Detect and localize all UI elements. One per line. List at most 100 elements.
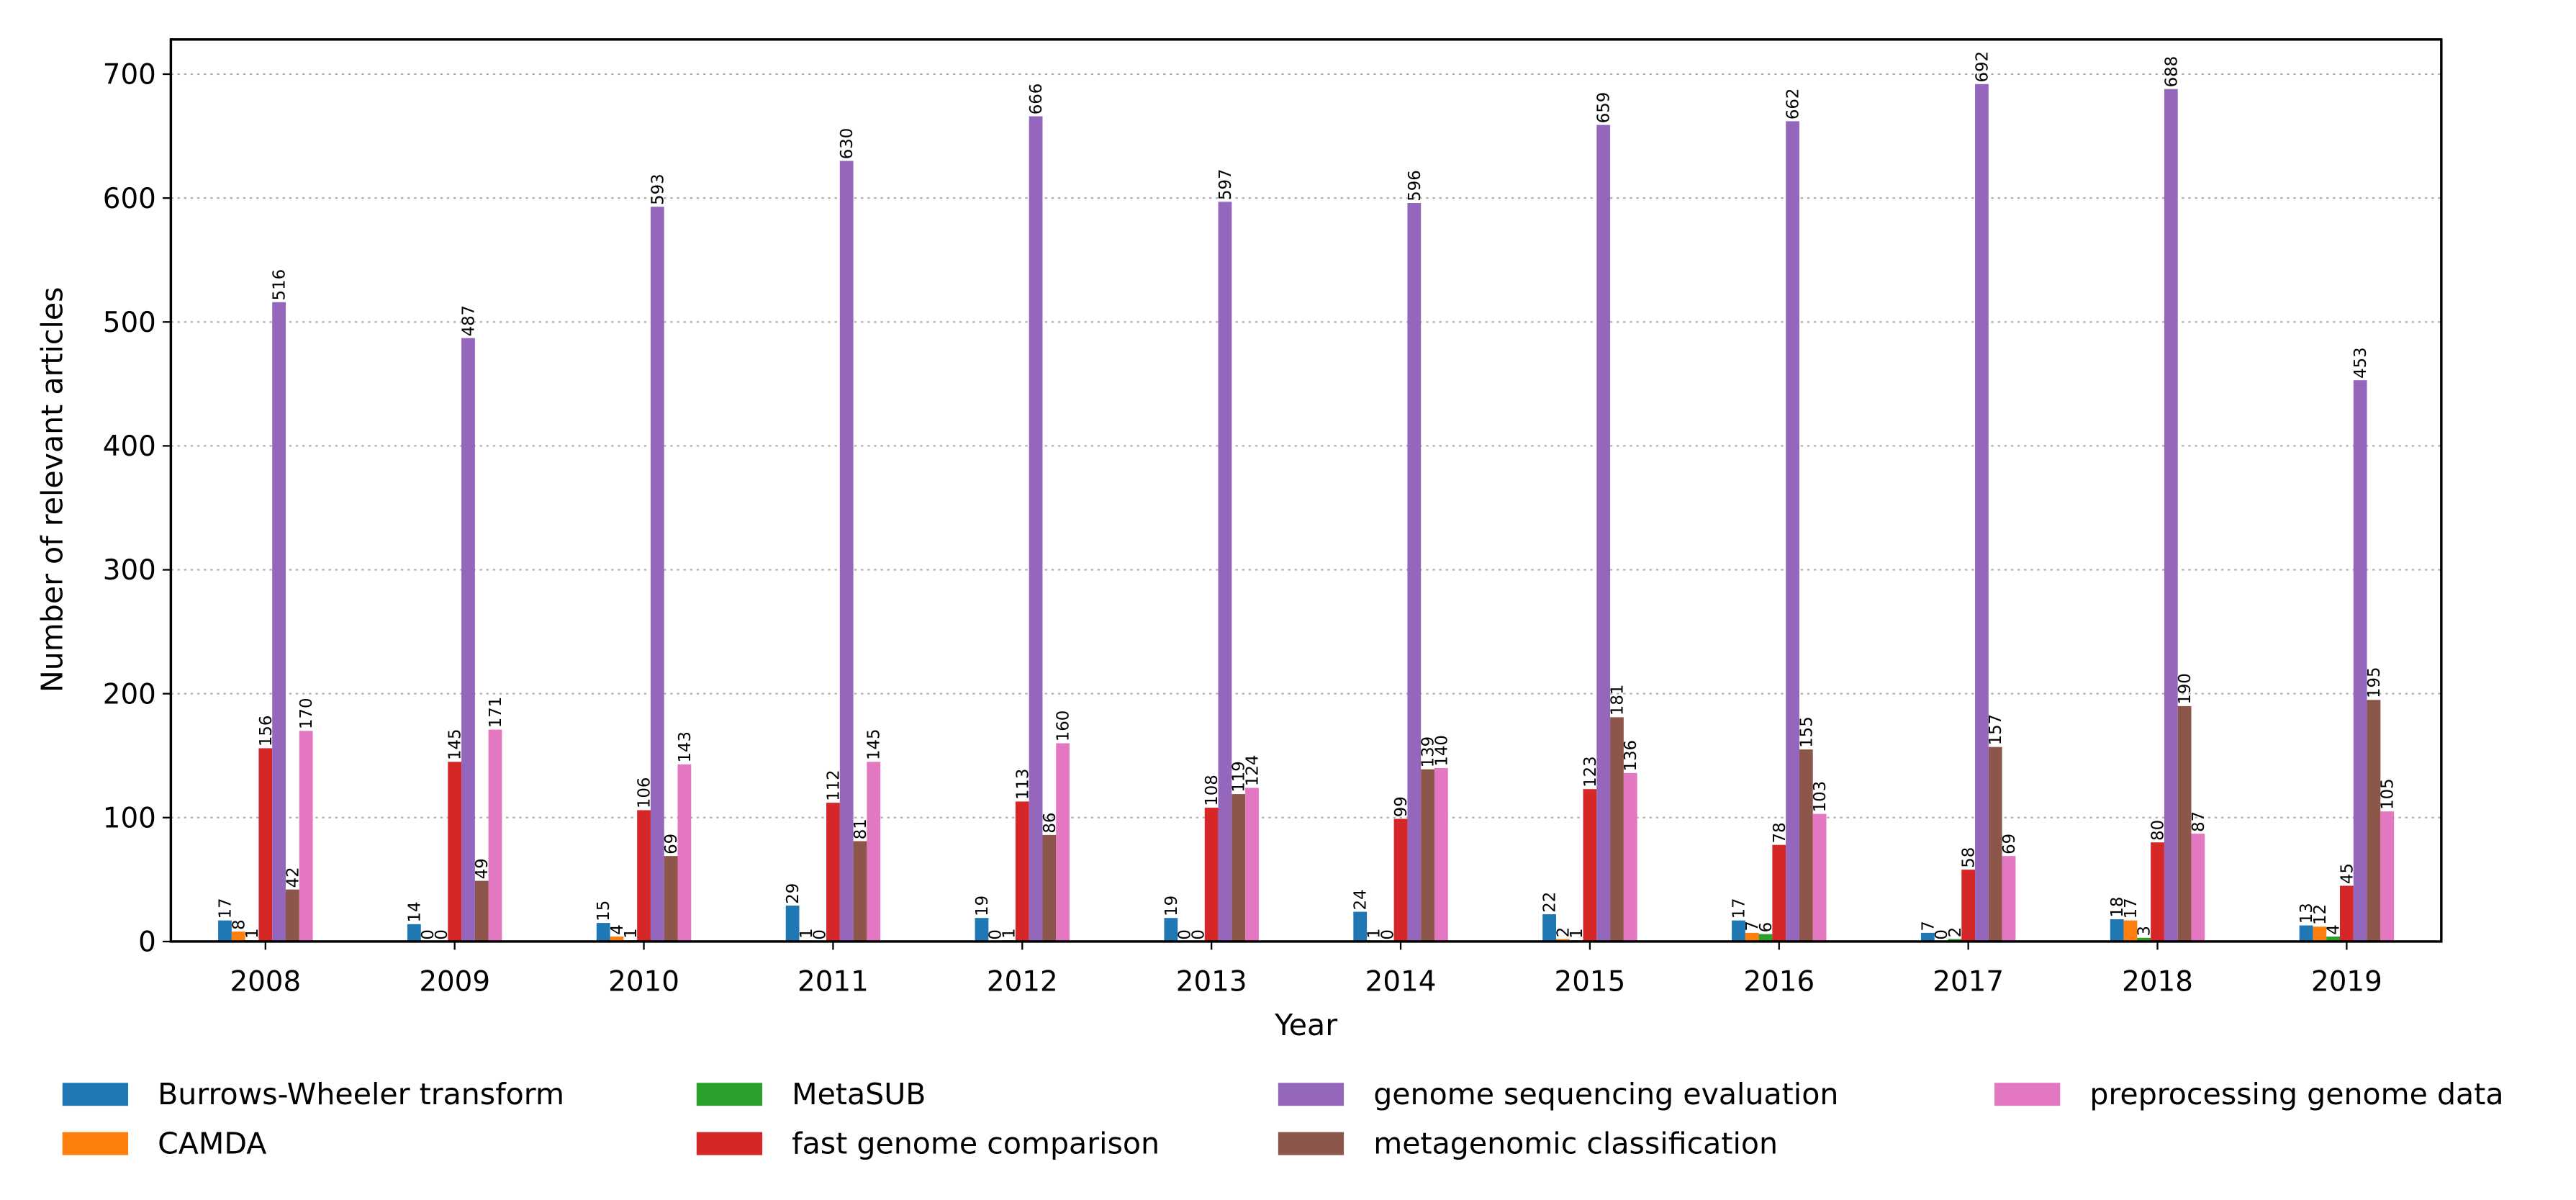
bar [2340, 885, 2354, 942]
legend-item: genome sequencing evaluation [1278, 1077, 1838, 1111]
value-label: 0 [1378, 929, 1397, 940]
value-label: 593 [648, 173, 667, 205]
bar [867, 762, 881, 942]
value-label: 1 [622, 928, 641, 939]
bar [637, 810, 651, 942]
bar [2313, 926, 2327, 942]
bar [1042, 834, 1057, 942]
value-label: 3 [2136, 926, 2154, 937]
value-label: 0 [811, 929, 830, 940]
value-label: 2 [1946, 927, 1965, 938]
bar [1353, 911, 1368, 942]
y-tick-label: 500 [103, 307, 156, 339]
y-tick-label: 200 [103, 678, 156, 710]
bar [1812, 813, 1827, 942]
legend-item: CAMDA [62, 1126, 266, 1160]
value-label: 160 [1054, 710, 1073, 742]
value-label: 119 [1230, 761, 1249, 793]
bar [610, 937, 624, 942]
x-axis-label: Year [1274, 1008, 1337, 1042]
value-label: 7 [1919, 921, 1938, 931]
bar [1786, 121, 1799, 942]
value-label: 15 [595, 901, 613, 921]
value-label: 1 [1568, 928, 1586, 939]
value-label: 0 [1176, 929, 1195, 940]
bar [596, 923, 610, 942]
legend-swatch [1278, 1083, 1345, 1106]
value-label: 139 [1419, 736, 1438, 768]
bar [1772, 844, 1786, 942]
y-tick-label: 0 [138, 926, 156, 959]
value-label: 195 [2365, 667, 2384, 698]
value-label: 17 [1730, 898, 1748, 919]
x-tick-label: 2011 [797, 965, 869, 998]
y-tick-label: 300 [103, 554, 156, 587]
x-tick-label: 2015 [1555, 965, 1626, 998]
bar [1029, 116, 1043, 942]
bar [2002, 856, 2016, 942]
bar [1988, 746, 2002, 942]
legend-item: metagenomic classification [1278, 1126, 1778, 1160]
legend-label: preprocessing genome data [2089, 1077, 2503, 1111]
value-label: 688 [2162, 56, 2181, 88]
bar [2326, 937, 2341, 942]
bar [218, 920, 232, 942]
x-tick-label: 2008 [230, 965, 301, 998]
bar [461, 338, 475, 942]
bar [1745, 932, 1759, 942]
value-label: 105 [2379, 778, 2398, 810]
value-label: 4 [2325, 924, 2344, 935]
bar [1434, 767, 1448, 942]
value-label: 597 [1216, 168, 1235, 200]
y-tick-label: 400 [103, 430, 156, 463]
value-label: 19 [973, 896, 992, 916]
value-label: 1 [797, 928, 816, 939]
legend-label: CAMDA [158, 1126, 266, 1160]
value-label: 8 [230, 919, 248, 930]
legend-item: fast genome comparison [696, 1126, 1160, 1160]
bar [1231, 794, 1246, 942]
x-tick-label: 2012 [987, 965, 1058, 998]
x-tick-label: 2018 [2122, 965, 2193, 998]
bar [1758, 934, 1773, 942]
bar [1056, 743, 1070, 942]
bar [1596, 125, 1611, 942]
bar [2137, 937, 2151, 942]
bar [677, 764, 692, 942]
value-label: 516 [271, 269, 289, 301]
y-tick-label: 700 [103, 59, 156, 91]
x-tick-label: 2017 [1933, 965, 2004, 998]
bar [826, 803, 840, 942]
bar [664, 856, 678, 942]
value-label: 157 [1987, 714, 2005, 746]
value-label: 4 [608, 924, 627, 935]
value-label: 6 [1757, 922, 1776, 933]
x-tick-label: 2009 [419, 965, 490, 998]
value-label: 0 [987, 929, 1005, 940]
bar [407, 924, 421, 942]
legend-item: MetaSUB [696, 1077, 926, 1111]
value-label: 18 [2108, 897, 2127, 918]
bar [975, 918, 989, 942]
value-label: 1 [243, 928, 262, 939]
legend-swatch [62, 1083, 129, 1106]
value-label: 662 [1784, 89, 1803, 120]
legend-label: metagenomic classification [1373, 1126, 1778, 1160]
value-label: 124 [1243, 755, 1262, 787]
value-label: 13 [2297, 903, 2316, 924]
bar [1407, 203, 1422, 942]
value-label: 0 [1933, 929, 1951, 940]
value-label: 69 [2000, 834, 2019, 854]
bar [1799, 749, 1813, 942]
value-label: 596 [1406, 170, 1424, 202]
bar [1623, 772, 1637, 942]
legend-label: Burrows-Wheeler transform [158, 1077, 564, 1111]
value-label: 0 [1189, 929, 1208, 940]
value-label: 140 [1432, 735, 1451, 767]
legend-swatch [696, 1083, 763, 1106]
value-label: 190 [2176, 673, 2195, 705]
plot-frame [169, 38, 2443, 943]
value-label: 2 [1554, 927, 1573, 938]
value-label: 29 [784, 883, 803, 904]
